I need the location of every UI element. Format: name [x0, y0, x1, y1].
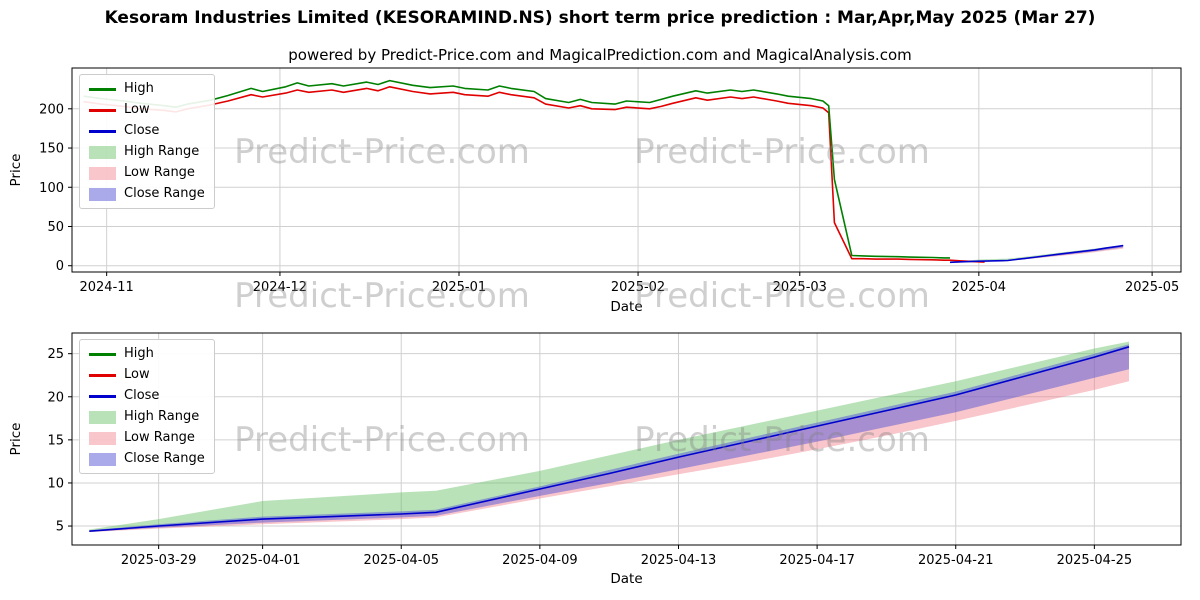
chart-subtitle: powered by Predict-Price.com and Magical… — [288, 46, 912, 64]
x-tick-label: 2025-03-29 — [121, 553, 197, 568]
legend-swatch-patch — [89, 145, 116, 159]
bottom-chart-legend: High Low Close High Range Low Range Close Ran… — [79, 339, 215, 474]
y-tick-label: 200 — [39, 102, 64, 117]
y-tick-label: 15 — [47, 433, 64, 448]
legend-item-low: Low — [89, 101, 205, 119]
legend-swatch-patch — [89, 431, 116, 445]
legend-label: Low — [124, 367, 150, 382]
plot-border — [71, 67, 1182, 273]
x-tick-label: 2025-04-25 — [1057, 553, 1133, 568]
bottom-x-axis-label: Date — [610, 571, 643, 587]
x-tick-label: 2025-04-17 — [779, 553, 855, 568]
band-close_range — [89, 344, 1129, 532]
legend-label: Close — [124, 388, 160, 403]
series-line-close — [949, 244, 1124, 264]
history-chart-canvas: 2024-11 2024-12 2025-01 2025-02 2025-03 2025-… — [39, 67, 1182, 295]
legend-label: High — [124, 346, 154, 361]
legend-item-low-range: Low Range — [89, 164, 205, 182]
x-tick-label: 2025-04 — [952, 280, 1006, 295]
legend-swatch-line — [89, 373, 116, 377]
legend-swatch-line — [89, 394, 116, 398]
legend-label: Low — [124, 102, 150, 117]
band-high_range — [950, 245, 1124, 263]
legend-item-high: High — [89, 80, 205, 98]
x-tick-label: 2025-02 — [611, 280, 665, 295]
x-tick-label: 2025-04-13 — [641, 553, 717, 568]
legend-swatch-patch — [89, 187, 116, 201]
x-tick-label: 2025-04-05 — [363, 553, 439, 568]
legend-item-close-range: Close Range — [89, 450, 205, 468]
legend-swatch-line — [89, 108, 116, 112]
legend-item-close: Close — [89, 122, 205, 140]
legend-swatch-line — [89, 352, 116, 356]
x-tick-label: 2025-01 — [432, 280, 486, 295]
series-line-low — [83, 85, 985, 263]
x-tick-label: 2024-12 — [253, 280, 307, 295]
legend-swatch-patch — [89, 452, 116, 466]
legend-swatch-patch — [89, 166, 116, 180]
bottom-y-axis-label: Price — [8, 422, 24, 456]
x-tick-label: 2025-04-09 — [502, 553, 578, 568]
legend-item-high-range: High Range — [89, 143, 205, 161]
y-tick-label: 10 — [47, 476, 64, 491]
band-high_range — [89, 341, 1129, 532]
legend-label: Low Range — [124, 430, 195, 445]
legend-swatch-line — [89, 87, 116, 91]
top-x-axis-label: Date — [610, 299, 643, 315]
top-chart-legend: High Low Close High Range Low Range Close Ran… — [79, 74, 215, 209]
top-y-axis-label: Price — [8, 153, 24, 187]
series-line-close — [89, 346, 1130, 532]
legend-label: Close Range — [124, 451, 205, 466]
legend-item-high: High — [89, 345, 205, 363]
legend-item-close-range: Close Range — [89, 185, 205, 203]
legend-label: Close — [124, 123, 160, 138]
x-tick-label: 2025-04-01 — [225, 553, 301, 568]
y-tick-label: 0 — [56, 259, 64, 274]
y-tick-label: 5 — [56, 520, 64, 535]
x-tick-label: 2024-11 — [79, 280, 133, 295]
legend-label: High Range — [124, 409, 200, 424]
legend-label: High — [124, 81, 154, 96]
x-tick-label: 2025-03 — [773, 280, 827, 295]
series-line-high — [83, 79, 950, 259]
y-tick-label: 25 — [47, 347, 64, 362]
legend-item-close: Close — [89, 387, 205, 405]
x-tick-label: 2025-04-21 — [918, 553, 994, 568]
legend-label: High Range — [124, 144, 200, 159]
chart-title: Kesoram Industries Limited (KESORAMIND.N… — [104, 8, 1096, 28]
prediction-chart-canvas: 2025-03-29 2025-04-01 2025-04-05 2025-04-09… — [47, 332, 1182, 568]
y-tick-label: 100 — [39, 181, 64, 196]
legend-label: Close Range — [124, 186, 205, 201]
x-tick-label: 2025-05 — [1125, 280, 1179, 295]
legend-label: Low Range — [124, 165, 195, 180]
legend-item-low: Low — [89, 366, 205, 384]
y-tick-label: 150 — [39, 142, 64, 157]
y-tick-label: 20 — [47, 390, 64, 405]
legend-item-low-range: Low Range — [89, 429, 205, 447]
legend-swatch-patch — [89, 410, 116, 424]
legend-swatch-line — [89, 129, 116, 133]
band-close_range — [950, 245, 1124, 263]
y-tick-label: 50 — [47, 220, 64, 235]
legend-item-high-range: High Range — [89, 408, 205, 426]
plot-border — [71, 332, 1182, 546]
